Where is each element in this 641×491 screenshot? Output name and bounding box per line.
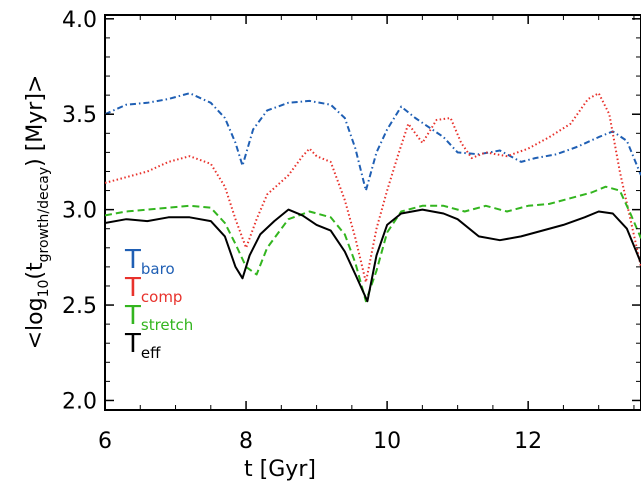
y-tick-label: 3.0: [62, 199, 97, 224]
legend-item-t-stretch: Tstretch: [124, 301, 193, 334]
y-axis: 2.0 2.5 3.0 3.5 4.0: [62, 8, 641, 414]
legend-item-t-eff: Teff: [124, 329, 161, 362]
series-line-t-comp: [105, 92, 641, 284]
series-line-t-stretch: [105, 185, 641, 303]
x-tick-label: 12: [514, 429, 542, 454]
series-layer: [105, 92, 641, 303]
x-tick-label: 10: [373, 429, 401, 454]
plot-frame: [104, 14, 641, 411]
series-line-t-baro: [105, 92, 641, 192]
y-tick-label: 3.5: [62, 103, 97, 128]
x-tick-label: 8: [239, 429, 253, 454]
legend-item-t-baro: Tbaro: [124, 245, 175, 278]
y-tick-label: 2.0: [62, 389, 97, 414]
legend-item-t-comp: Tcomp: [124, 273, 182, 306]
y-axis-title: <log10(tgrowth/decay) [Myr]>: [23, 75, 52, 350]
y-tick-label: 4.0: [62, 8, 97, 33]
x-axis-title: t [Gyr]: [244, 457, 316, 482]
x-axis: 6 8 10 12: [98, 15, 635, 454]
series-line-t-eff: [105, 208, 641, 303]
y-tick-label: 2.5: [62, 294, 97, 319]
x-tick-label: 6: [98, 429, 112, 454]
